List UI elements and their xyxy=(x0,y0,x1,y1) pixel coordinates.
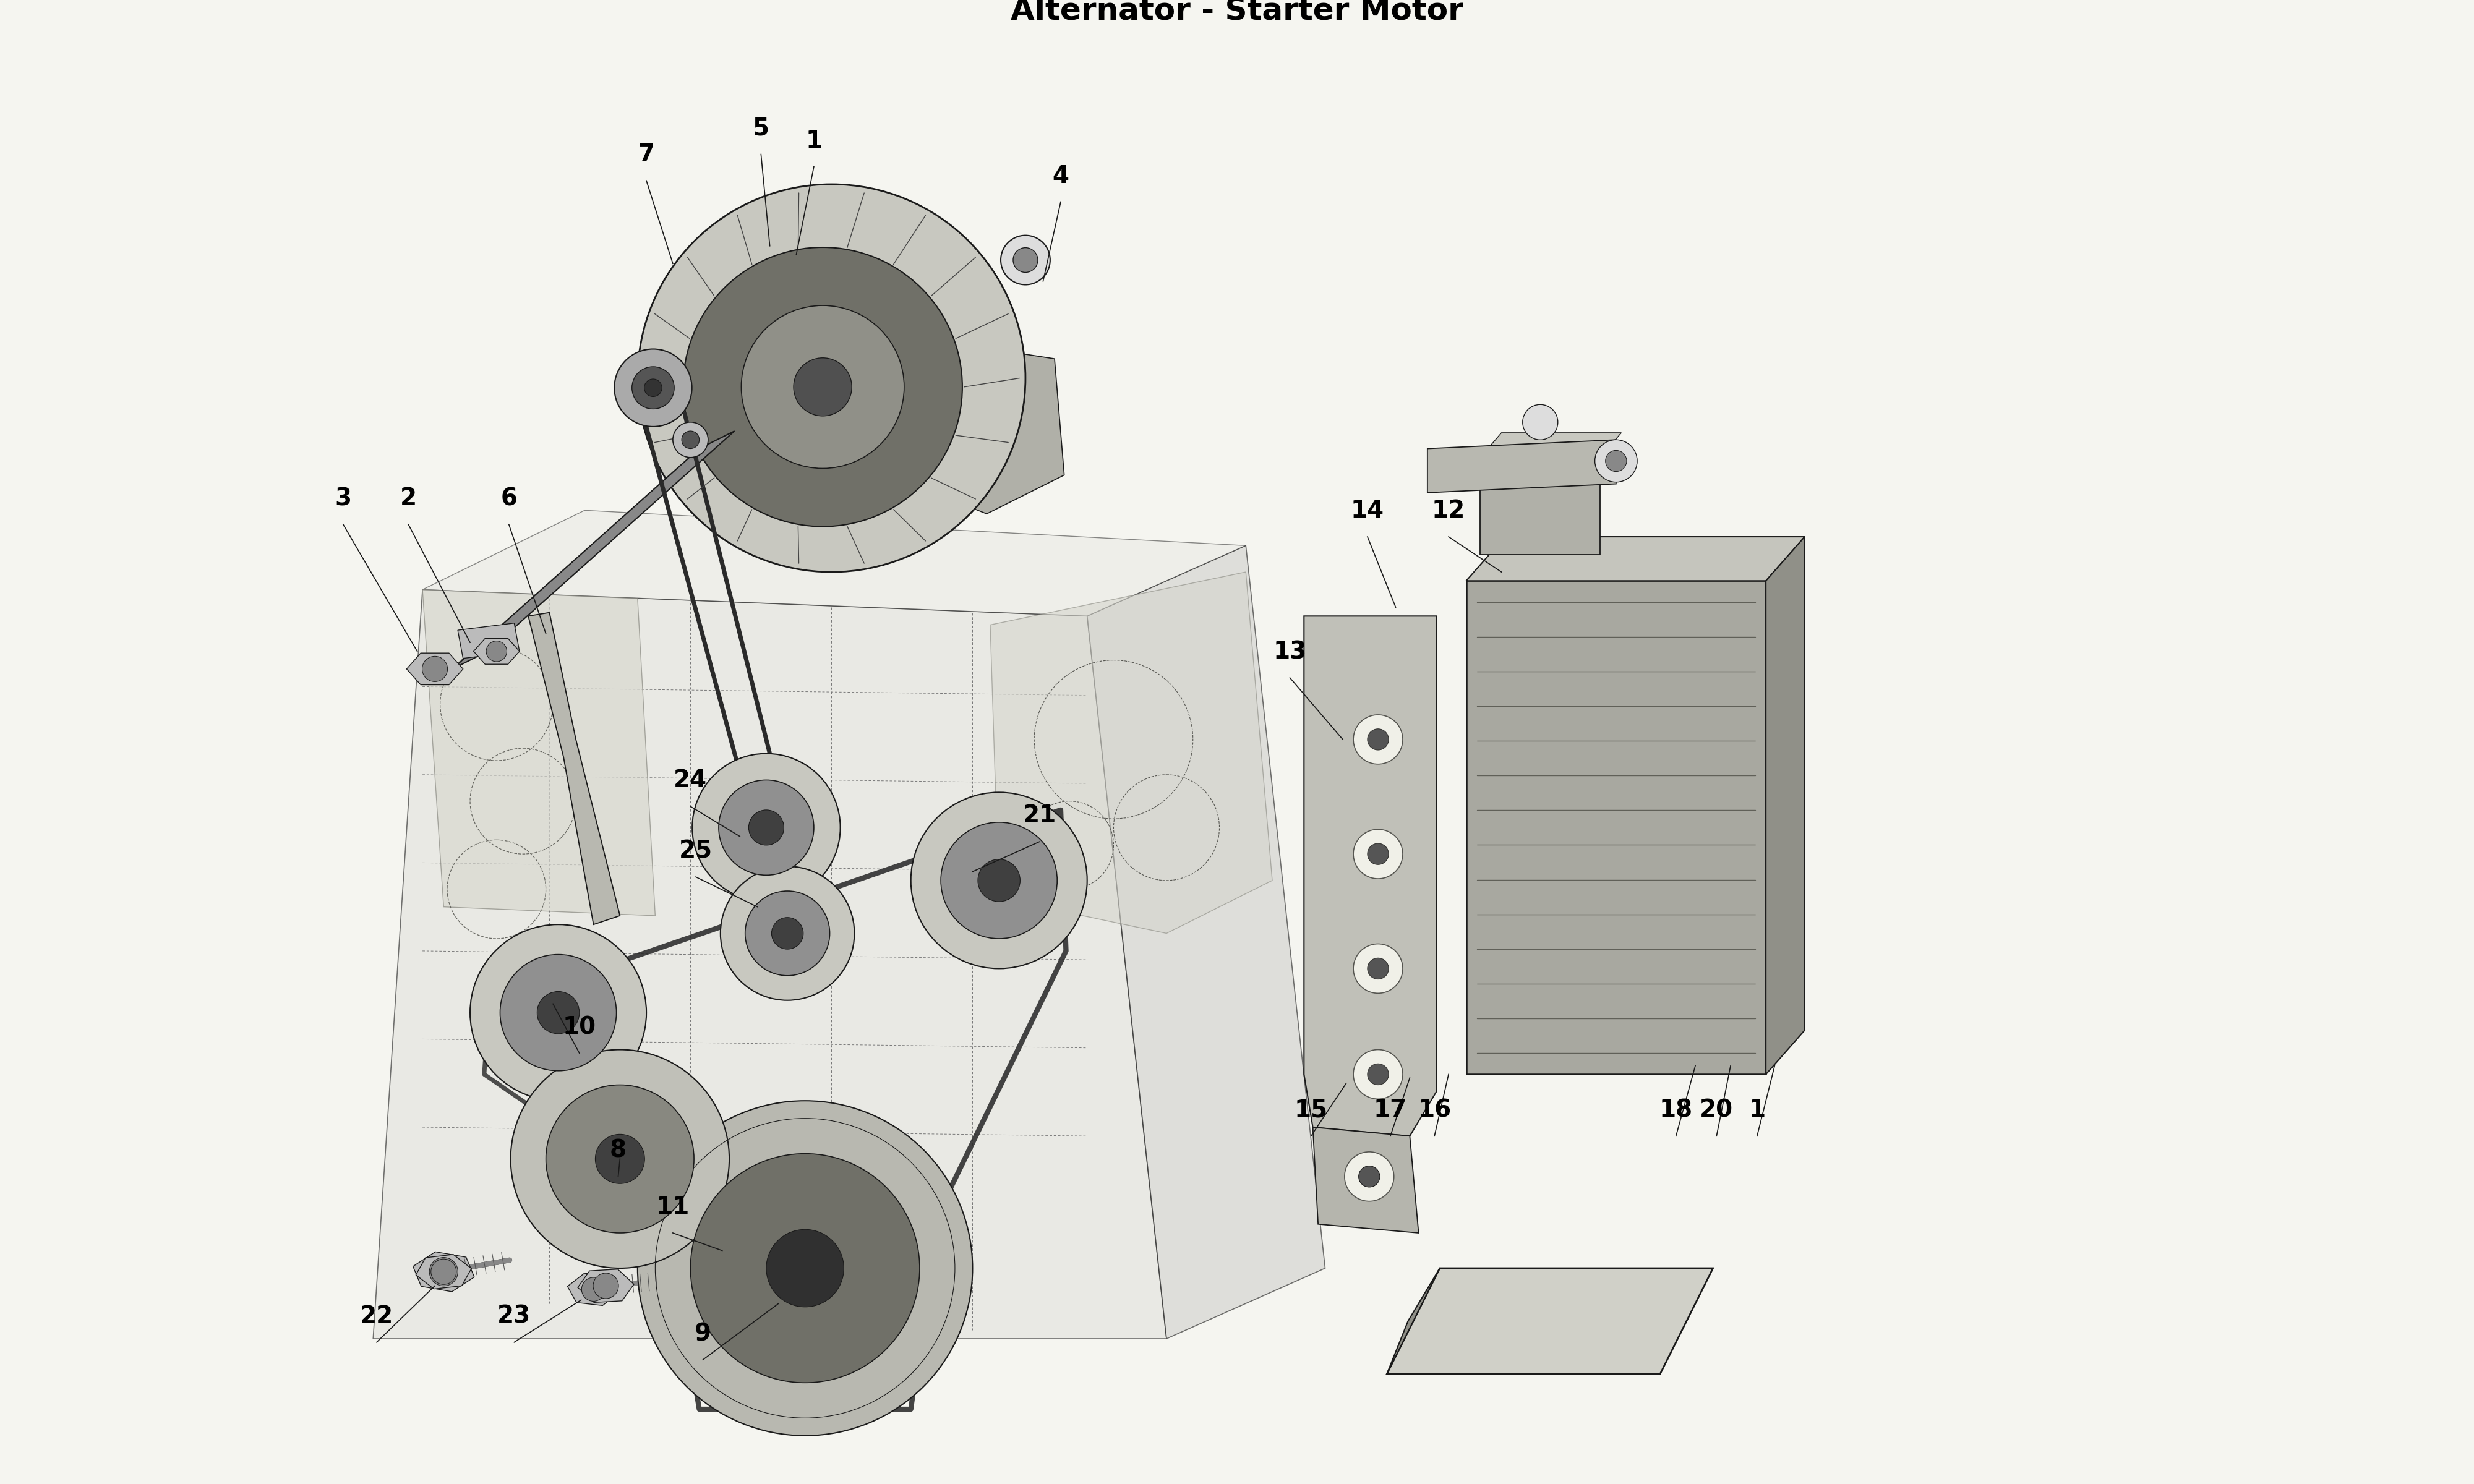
Text: 21: 21 xyxy=(1022,804,1056,828)
Circle shape xyxy=(745,890,829,975)
Text: 8: 8 xyxy=(609,1138,626,1162)
Polygon shape xyxy=(413,1252,475,1291)
Circle shape xyxy=(430,1257,458,1287)
Polygon shape xyxy=(453,430,735,669)
Circle shape xyxy=(1368,729,1388,749)
Text: 25: 25 xyxy=(678,840,713,862)
Circle shape xyxy=(1368,1064,1388,1085)
Circle shape xyxy=(1002,236,1049,285)
Polygon shape xyxy=(1427,439,1616,493)
Text: 5: 5 xyxy=(752,117,769,139)
Text: 4: 4 xyxy=(1051,165,1069,188)
Polygon shape xyxy=(1388,1269,1712,1374)
Polygon shape xyxy=(416,1254,473,1290)
Polygon shape xyxy=(1086,546,1326,1339)
Circle shape xyxy=(1353,830,1403,879)
Polygon shape xyxy=(1479,457,1601,555)
Polygon shape xyxy=(529,613,621,925)
Circle shape xyxy=(683,248,962,527)
Text: 3: 3 xyxy=(334,487,351,510)
Circle shape xyxy=(510,1049,730,1269)
Polygon shape xyxy=(990,571,1272,933)
Polygon shape xyxy=(1479,433,1620,457)
Circle shape xyxy=(1353,1049,1403,1100)
Circle shape xyxy=(500,954,616,1071)
Text: 1: 1 xyxy=(1749,1098,1766,1122)
Text: 14: 14 xyxy=(1351,499,1383,522)
Text: 16: 16 xyxy=(1418,1098,1452,1122)
Circle shape xyxy=(1368,959,1388,979)
Circle shape xyxy=(1353,715,1403,764)
Circle shape xyxy=(643,378,663,396)
Polygon shape xyxy=(1766,537,1804,1074)
Polygon shape xyxy=(406,653,463,684)
Circle shape xyxy=(638,1101,972,1435)
Circle shape xyxy=(1522,405,1559,439)
Text: Alternator - Starter Motor: Alternator - Starter Motor xyxy=(1012,0,1462,25)
Polygon shape xyxy=(1304,616,1437,1137)
Circle shape xyxy=(1353,944,1403,993)
Circle shape xyxy=(673,421,708,457)
Text: 18: 18 xyxy=(1660,1098,1692,1122)
Polygon shape xyxy=(423,589,656,916)
Text: 24: 24 xyxy=(673,769,708,792)
Text: 13: 13 xyxy=(1274,640,1306,663)
Text: 20: 20 xyxy=(1700,1098,1734,1122)
Circle shape xyxy=(430,1258,455,1285)
Text: 17: 17 xyxy=(1373,1098,1408,1122)
Polygon shape xyxy=(423,510,1247,616)
Text: 23: 23 xyxy=(497,1304,532,1328)
Circle shape xyxy=(977,859,1019,902)
Circle shape xyxy=(594,1273,618,1298)
Polygon shape xyxy=(1467,537,1804,580)
Text: 12: 12 xyxy=(1432,499,1465,522)
Circle shape xyxy=(1343,1152,1393,1201)
Circle shape xyxy=(1596,439,1638,482)
Circle shape xyxy=(1012,248,1037,273)
Circle shape xyxy=(750,810,784,846)
Circle shape xyxy=(1368,843,1388,865)
Circle shape xyxy=(940,822,1056,938)
Circle shape xyxy=(717,781,814,876)
Text: 1: 1 xyxy=(807,129,821,153)
Circle shape xyxy=(742,306,903,469)
Polygon shape xyxy=(473,638,520,665)
Text: 7: 7 xyxy=(638,142,656,166)
Circle shape xyxy=(470,925,646,1101)
Circle shape xyxy=(537,991,579,1034)
Circle shape xyxy=(614,349,693,426)
Circle shape xyxy=(690,1153,920,1383)
Circle shape xyxy=(547,1085,695,1233)
Circle shape xyxy=(693,754,841,902)
Circle shape xyxy=(596,1134,646,1184)
Polygon shape xyxy=(579,1269,633,1303)
Circle shape xyxy=(581,1278,606,1301)
Circle shape xyxy=(487,641,507,662)
Circle shape xyxy=(772,917,804,950)
Polygon shape xyxy=(374,589,1165,1339)
Circle shape xyxy=(423,656,448,681)
Polygon shape xyxy=(567,1273,618,1306)
Circle shape xyxy=(910,792,1086,969)
Circle shape xyxy=(720,867,854,1000)
Text: 10: 10 xyxy=(562,1015,596,1039)
Circle shape xyxy=(1606,450,1625,472)
Polygon shape xyxy=(891,340,1064,513)
Text: 11: 11 xyxy=(656,1195,690,1218)
Circle shape xyxy=(683,430,700,448)
Text: 15: 15 xyxy=(1294,1098,1329,1122)
Circle shape xyxy=(638,184,1024,571)
Polygon shape xyxy=(1314,1128,1418,1233)
Circle shape xyxy=(794,358,851,416)
Circle shape xyxy=(1358,1166,1380,1187)
Circle shape xyxy=(767,1229,844,1307)
Text: 22: 22 xyxy=(359,1304,393,1328)
Polygon shape xyxy=(1388,1269,1440,1374)
Polygon shape xyxy=(1467,580,1766,1074)
Text: 6: 6 xyxy=(500,487,517,510)
Circle shape xyxy=(631,367,675,410)
Polygon shape xyxy=(458,623,520,659)
Text: 2: 2 xyxy=(401,487,416,510)
Text: 9: 9 xyxy=(695,1322,710,1346)
